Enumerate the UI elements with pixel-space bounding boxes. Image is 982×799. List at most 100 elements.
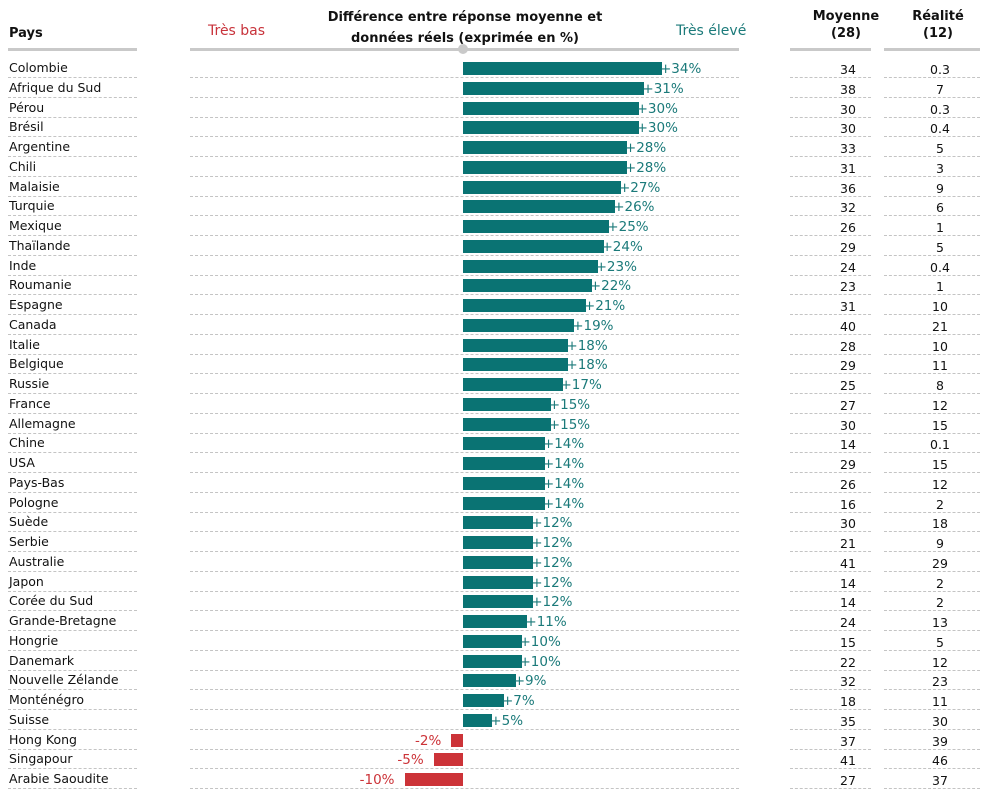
row-divider (8, 195, 137, 197)
table-row: Pays-Bas +14% 26 12 (0, 475, 982, 495)
bar (463, 101, 639, 115)
reality-value: 0.3 (930, 101, 950, 117)
bar (463, 555, 534, 569)
bar (463, 200, 616, 214)
row-divider (8, 630, 137, 631)
reality-value: 11 (932, 358, 948, 374)
row-divider (190, 314, 739, 315)
data-label: +23% (595, 258, 637, 275)
data-label: +14% (542, 495, 585, 512)
average-value: 31 (840, 299, 856, 314)
country-name: Chine (9, 435, 45, 451)
row-divider (884, 333, 980, 335)
country-column-header: Pays (9, 26, 43, 41)
row-divider (190, 353, 739, 355)
row-divider (790, 314, 871, 315)
row-divider (884, 630, 980, 631)
row-divider (190, 274, 739, 276)
table-row: Hong Kong -2% 37 39 (0, 732, 982, 752)
country-name: Suède (9, 514, 49, 530)
row-divider (884, 432, 980, 434)
table-row: Brésil +30% 30 0.4 (0, 119, 982, 139)
row-divider (884, 195, 980, 197)
average-sub: (28) (831, 26, 861, 41)
average-value: 29 (840, 358, 856, 374)
header-rule-average (790, 48, 871, 51)
row-divider (8, 689, 137, 691)
country-name: Thaïlande (9, 237, 71, 253)
reality-value: 5 (936, 239, 944, 255)
data-label: +17% (560, 377, 602, 393)
row-divider (790, 511, 871, 513)
row-divider (790, 689, 871, 691)
row-divider (8, 590, 137, 592)
average-value: 14 (840, 595, 856, 611)
bar (463, 318, 575, 332)
country-name: Serbie (9, 534, 49, 549)
row-divider (8, 452, 137, 454)
bar (463, 279, 592, 293)
row-divider (190, 156, 739, 157)
average-value: 24 (840, 259, 856, 275)
row-divider (884, 412, 980, 414)
row-divider (790, 136, 871, 138)
table-row: Chili +28% 31 3 (0, 159, 982, 179)
high-label: Très élevé (676, 23, 747, 39)
data-label: +14% (542, 456, 585, 472)
data-label: +18% (566, 337, 608, 354)
row-divider (8, 235, 137, 236)
country-name: Pérou (9, 99, 45, 115)
row-divider (8, 393, 137, 394)
data-label: +28% (624, 159, 667, 176)
bar (463, 437, 545, 451)
reality-value: 5 (936, 141, 944, 156)
row-divider (790, 649, 871, 651)
reality-value: 10 (932, 338, 948, 354)
row-divider (790, 294, 871, 296)
data-label: +14% (542, 436, 585, 453)
data-label: +12% (531, 554, 573, 571)
country-name: Hong Kong (9, 731, 77, 747)
zero-axis-marker (458, 44, 468, 54)
bar (463, 239, 604, 253)
data-label: +5% (490, 712, 524, 729)
row-divider (884, 274, 980, 276)
data-label: +30% (636, 100, 678, 117)
data-label: -5% (397, 752, 424, 769)
row-divider (884, 472, 980, 473)
country-name: France (9, 395, 51, 411)
bar (463, 378, 563, 391)
row-divider (190, 531, 739, 533)
data-label: +10% (519, 653, 561, 670)
row-divider (190, 195, 739, 197)
row-divider (8, 215, 137, 217)
row-divider (790, 452, 871, 454)
table-row: Malaisie +27% 36 9 (0, 179, 982, 199)
row-divider (884, 294, 980, 296)
row-divider (190, 235, 739, 236)
bar (404, 773, 463, 786)
row-divider (8, 610, 137, 612)
bar (463, 397, 551, 411)
table-row: Chine +14% 14 0.1 (0, 435, 982, 455)
table-row: Suède +12% 30 18 (0, 514, 982, 534)
country-name: Pologne (9, 494, 59, 510)
row-divider (190, 669, 739, 671)
average-value: 40 (840, 318, 856, 334)
table-row: Belgique +18% 29 11 (0, 356, 982, 376)
table-row: Canada +19% 40 21 (0, 317, 982, 337)
table-row: USA +14% 29 15 (0, 455, 982, 475)
row-divider (8, 175, 137, 177)
country-name: Australie (9, 553, 65, 569)
average-value: 25 (840, 378, 856, 393)
table-row: Australie +12% 41 29 (0, 554, 982, 574)
average-value: 18 (840, 694, 856, 709)
country-name: Espagne (9, 297, 63, 312)
row-divider (8, 432, 137, 434)
reality-value: 12 (932, 654, 948, 670)
average-value: 14 (840, 575, 856, 591)
country-name: Nouvelle Zélande (9, 672, 119, 688)
row-divider (884, 491, 980, 493)
data-label: +12% (531, 515, 573, 532)
